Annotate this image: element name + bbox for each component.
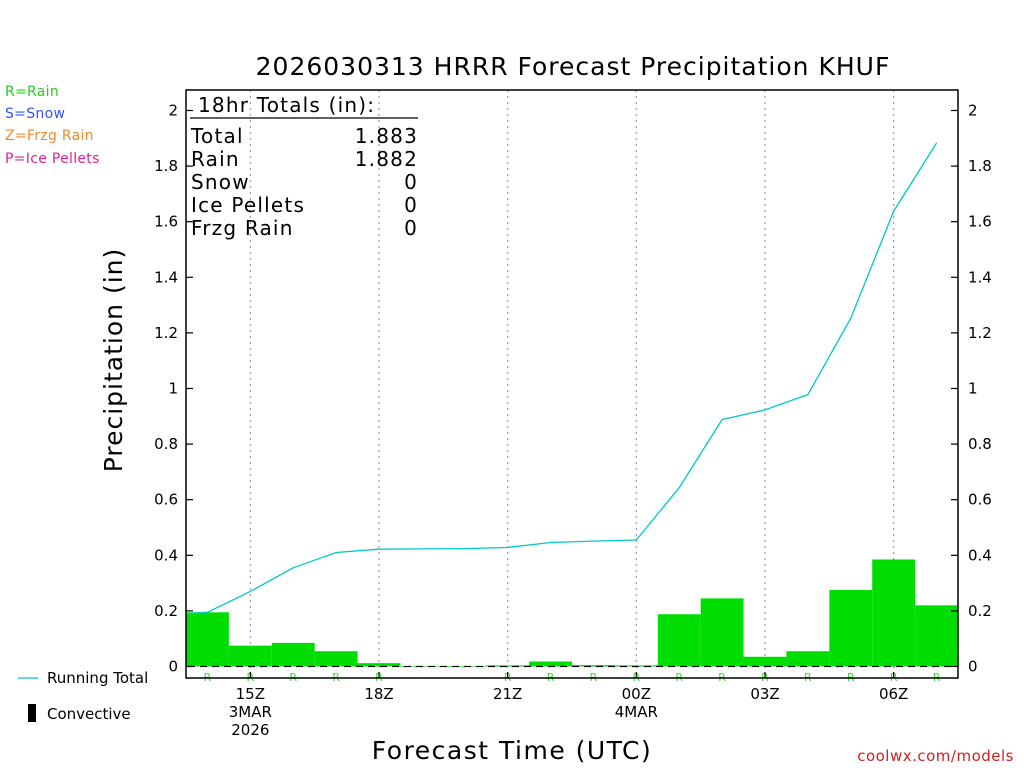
ptype-markers: RRRRRRRRRRRRRRRR [188, 665, 951, 684]
y-tick-label-right: 1.8 [968, 157, 992, 175]
precip-bar [915, 605, 958, 667]
totals-label: Rain [191, 147, 240, 171]
y-tick-label-left: 0.6 [154, 491, 178, 509]
convective-swatch [28, 704, 36, 722]
y-tick-label-left: 1.8 [154, 157, 178, 175]
x-tick-label: 3MAR [229, 703, 272, 721]
legend-snow: S=Snow [5, 106, 65, 122]
y-axis-right: 0 0.2 0.4 0.6 0.8 1 1.2 1.4 1.6 1.8 2 [951, 102, 992, 676]
y-tick-label-left: 1.4 [154, 268, 178, 286]
plot-frame [185, 89, 959, 679]
footer-link[interactable]: coolwx.com/models [857, 747, 1014, 765]
precip-bar [572, 665, 615, 667]
bottom-legend: Running Total Convective [18, 669, 148, 723]
y-tick-label-right: 0.2 [968, 602, 992, 620]
x-tick-label: 4MAR [615, 703, 658, 721]
y-tick-label-left: 0.8 [154, 435, 178, 453]
totals-label: Total [190, 124, 244, 148]
precip-bar [228, 645, 272, 667]
y-axis-label: Precipitation (in) [99, 248, 128, 473]
legend-frzg-rain: Z=Frzg Rain [5, 128, 94, 144]
y-axis-left: 0 0.2 0.4 0.6 0.8 1 1.2 1.4 1.6 1.8 2 [154, 102, 193, 676]
x-tick-label: 15Z [236, 685, 265, 703]
precip-bar [314, 651, 358, 667]
precip-bar [700, 598, 744, 667]
legend-rain: R=Rain [5, 84, 59, 100]
totals-box: 18hr Totals (in): Total 1.883 Rain 1.882 Sno… [190, 93, 418, 240]
y-tick-label-right: 0.6 [968, 491, 992, 509]
y-tick-label-right: 2 [968, 102, 978, 120]
precip-bar [186, 612, 229, 667]
running-total-legend-label: Running Total [47, 669, 148, 687]
y-tick-label-left: 0 [168, 658, 178, 676]
x-tick-label: 03Z [750, 685, 779, 703]
y-tick-label-right: 1.6 [968, 213, 992, 231]
precip-bars [186, 559, 958, 667]
precip-bar [357, 663, 401, 667]
y-tick-label-right: 0.8 [968, 435, 992, 453]
y-tick-label-left: 1 [168, 380, 178, 398]
y-tick-label-right: 1.2 [968, 324, 992, 342]
y-tick-label-left: 2 [168, 102, 178, 120]
y-tick-label-right: 0.4 [968, 546, 992, 564]
y-tick-label-left: 1.6 [154, 213, 178, 231]
precip-bar [872, 559, 916, 667]
x-tick-label: 21Z [493, 685, 522, 703]
precip-bar [657, 614, 701, 667]
y-tick-label-right: 0 [968, 658, 978, 676]
running-total-line [185, 142, 938, 615]
x-tick-label: 06Z [879, 685, 908, 703]
precip-bar [786, 651, 830, 667]
totals-value: 0 [404, 170, 418, 194]
totals-value: 0 [404, 216, 418, 240]
precip-bar [271, 642, 315, 667]
x-axis-label: Forecast Time (UTC) [372, 736, 652, 765]
x-tick-label: 18Z [364, 685, 393, 703]
totals-value: 1.883 [355, 124, 418, 148]
vertical-grid [249, 90, 895, 678]
precip-bar [743, 656, 787, 667]
ptype-legend: R=Rain S=Snow Z=Frzg Rain P=Ice Pellets [5, 84, 100, 167]
chart-title: 2026030313 HRRR Forecast Precipitation K… [256, 52, 891, 81]
y-tick-label-right: 1.4 [968, 268, 992, 286]
precip-bar [486, 665, 530, 667]
totals-label: Ice Pellets [191, 193, 305, 217]
y-tick-label-left: 0.2 [154, 602, 178, 620]
legend-ice-pellets: P=Ice Pellets [5, 151, 100, 167]
y-tick-label-right: 1 [968, 380, 978, 398]
totals-label: Frzg Rain [191, 216, 294, 240]
convective-legend-label: Convective [47, 705, 131, 723]
totals-label: Snow [191, 170, 250, 194]
precip-bar [529, 661, 572, 667]
precip-bar [829, 590, 873, 667]
y-tick-label-left: 0.4 [154, 546, 178, 564]
totals-value: 1.882 [355, 147, 418, 171]
totals-value: 0 [404, 193, 418, 217]
x-tick-label: 00Z [622, 685, 651, 703]
y-tick-label-left: 1.2 [154, 324, 178, 342]
x-tick-label: 2026 [231, 721, 269, 739]
totals-rows: Total 1.883 Rain 1.882 Snow 0 Ice Pellets 0 Frzg… [190, 124, 418, 240]
totals-header: 18hr Totals (in): [198, 93, 375, 117]
